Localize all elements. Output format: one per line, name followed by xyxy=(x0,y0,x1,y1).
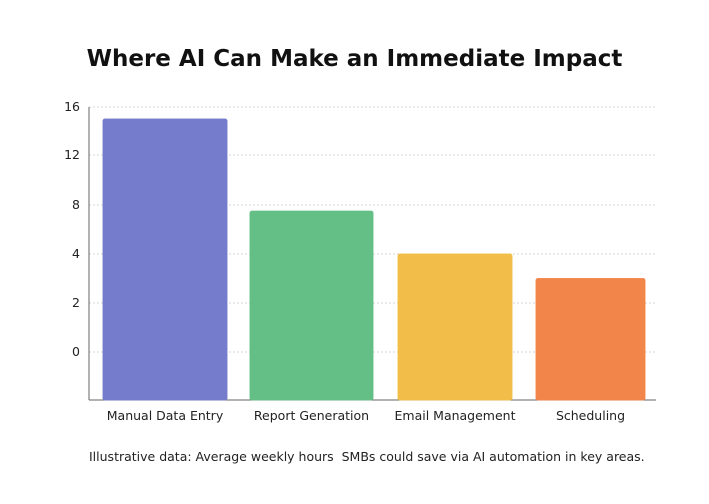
y-tick-label: 8 xyxy=(72,197,80,212)
y-tick-label: 0 xyxy=(72,344,80,359)
y-tick-label: 4 xyxy=(72,246,80,261)
bar-manual-data-entry xyxy=(102,118,228,401)
y-tick-label: 12 xyxy=(64,147,80,162)
bars xyxy=(102,118,646,401)
x-tick-label: Email Management xyxy=(395,408,516,423)
x-tick-label: Manual Data Entry xyxy=(107,408,224,423)
chart-caption: Illustrative data: Average weekly hours … xyxy=(89,449,645,464)
x-tick-labels: Manual Data Entry Report Generation Email … xyxy=(107,408,625,423)
bar-scheduling xyxy=(535,278,646,401)
y-tick-label: 2 xyxy=(72,295,80,310)
bar-report-generation xyxy=(249,210,374,401)
x-tick-label: Report Generation xyxy=(254,408,369,423)
chart-title: Where AI Can Make an Immediate Impact xyxy=(86,46,623,72)
y-tick-label: 16 xyxy=(64,99,80,114)
bar-email-management xyxy=(397,253,513,401)
x-tick-label: Scheduling xyxy=(556,408,625,423)
y-tick-labels: 0 2 4 8 12 16 xyxy=(64,99,80,359)
